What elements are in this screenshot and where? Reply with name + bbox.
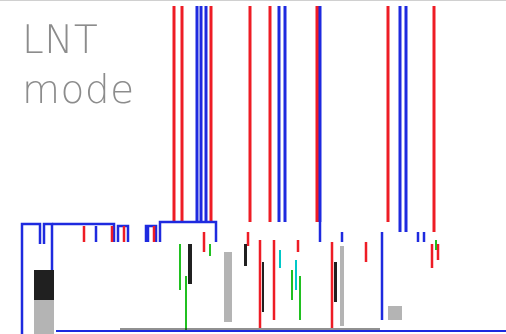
dark-block bbox=[334, 262, 337, 302]
mode-label-line2: mode bbox=[22, 68, 135, 113]
blue-outline-group bbox=[20, 220, 426, 334]
gray-block bbox=[388, 306, 402, 320]
mode-label-line1: LNT bbox=[22, 18, 99, 63]
blue-outline-right bbox=[144, 224, 158, 242]
gray-block-group bbox=[34, 246, 402, 334]
gray-block bbox=[224, 252, 232, 322]
dark-block bbox=[262, 262, 264, 312]
red-trace-group bbox=[172, 6, 436, 232]
dark-block bbox=[244, 244, 247, 266]
dark-block bbox=[188, 244, 192, 284]
blue-outline-mid bbox=[52, 222, 116, 242]
mode-label: LNT mode bbox=[22, 16, 135, 116]
blue-trace-group bbox=[195, 6, 408, 232]
red-tick-group bbox=[82, 226, 440, 328]
dark-block-group bbox=[34, 244, 337, 312]
cyan-mark-group bbox=[279, 250, 297, 290]
gray-block bbox=[340, 246, 344, 326]
gray-block bbox=[34, 300, 54, 334]
dark-block bbox=[34, 270, 54, 300]
green-mark-group bbox=[179, 240, 437, 330]
blue-outline-right-2 bbox=[158, 220, 218, 242]
blue-outline-left bbox=[20, 222, 42, 334]
